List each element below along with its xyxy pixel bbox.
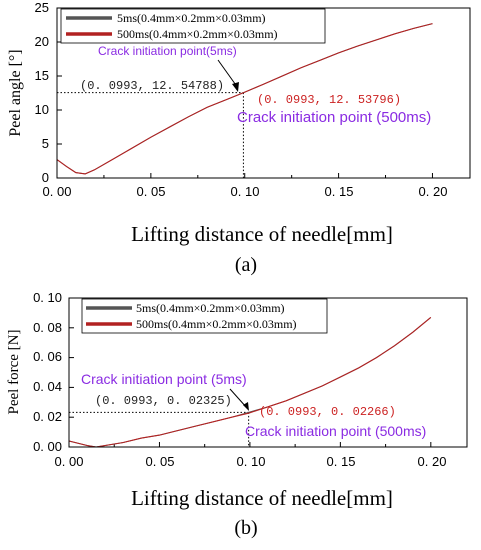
x-tick-label: 0. 15 bbox=[327, 454, 356, 469]
panel-b-x-axis-label: Lifting distance of needle[mm] bbox=[131, 486, 393, 510]
panel-b-caption: (b) bbox=[234, 517, 257, 539]
panel-a: 0. 00 0. 05 0. 10 0. 15 0. 20 0 5 10 15 … bbox=[7, 0, 471, 276]
arrow-head bbox=[243, 402, 249, 411]
annotation-coord-5ms: (0. 0993, 0. 02325) bbox=[95, 394, 232, 408]
x-tick-label: 0. 20 bbox=[419, 184, 448, 199]
panel-a-frame bbox=[56, 7, 471, 179]
y-tick-label: 0. 04 bbox=[33, 379, 62, 394]
panel-b-frame bbox=[68, 297, 468, 448]
y-tick-label: 5 bbox=[42, 136, 49, 151]
series-line-500ms bbox=[56, 23, 433, 175]
annotation-crack-5ms: Crack initiation point(5ms) bbox=[98, 44, 237, 58]
y-tick-label: 0. 00 bbox=[33, 439, 62, 454]
panel-b-y-axis-label: Peel force [N] bbox=[6, 330, 22, 415]
x-tick-label: 0. 05 bbox=[137, 184, 166, 199]
panel-a-legend: 5ms(0.4mm×0.2mm×0.03mm) 500ms(0.4mm×0.2m… bbox=[60, 8, 326, 44]
y-tick-label: 0. 08 bbox=[33, 320, 62, 335]
panel-b-legend: 5ms(0.4mm×0.2mm×0.03mm) 500ms(0.4mm×0.2m… bbox=[81, 298, 328, 334]
y-tick-label: 0. 06 bbox=[33, 349, 62, 364]
annotation-coord-500ms: (0. 0993, 0. 02266) bbox=[259, 405, 396, 419]
x-tick-label: 0. 00 bbox=[43, 184, 72, 199]
x-tick-label: 0. 00 bbox=[55, 454, 84, 469]
y-tick-label: 10 bbox=[35, 102, 49, 117]
panel-a-caption: (a) bbox=[235, 254, 257, 276]
y-tick-label: 20 bbox=[35, 34, 49, 49]
x-tick-label: 0. 10 bbox=[231, 184, 260, 199]
annotation-crack-500ms: Crack initiation point (500ms) bbox=[237, 109, 431, 126]
arrow-head bbox=[232, 82, 239, 92]
y-tick-label: 0 bbox=[42, 170, 49, 185]
panel-a-x-axis-label: Lifting distance of needle[mm] bbox=[131, 222, 393, 246]
annotation-crack-5ms: Crack initiation point (5ms) bbox=[81, 371, 247, 387]
panel-b-x-ticks: 0. 00 0. 05 0. 10 0. 15 0. 20 bbox=[55, 454, 447, 469]
y-tick-label: 0. 02 bbox=[33, 409, 62, 424]
x-tick-label: 0. 20 bbox=[418, 454, 447, 469]
panel-a-y-axis-label: Peel angle [°] bbox=[7, 49, 24, 136]
panel-a-y-ticks: 0 5 10 15 20 25 bbox=[35, 0, 49, 185]
y-tick-label: 25 bbox=[35, 0, 49, 15]
annotation-coord-500ms: (0. 0993, 12. 53796) bbox=[257, 93, 401, 107]
legend-label-5ms: 5ms(0.4mm×0.2mm×0.03mm) bbox=[136, 301, 285, 315]
annotation-arrow bbox=[229, 388, 249, 411]
y-tick-label: 15 bbox=[35, 68, 49, 83]
legend-box bbox=[81, 298, 328, 334]
legend-label-500ms: 500ms(0.4mm×0.2mm×0.03mm) bbox=[117, 27, 278, 41]
x-tick-label: 0. 10 bbox=[237, 454, 266, 469]
panel-a-x-ticks: 0. 00 0. 05 0. 10 0. 15 0. 20 bbox=[43, 184, 448, 199]
annotation-arrow bbox=[217, 59, 239, 92]
legend-box bbox=[60, 8, 326, 44]
x-tick-label: 0. 15 bbox=[325, 184, 354, 199]
x-tick-label: 0. 05 bbox=[146, 454, 175, 469]
annotation-crack-500ms: Crack initiation point (500ms) bbox=[245, 423, 426, 439]
legend-label-5ms: 5ms(0.4mm×0.2mm×0.03mm) bbox=[117, 11, 266, 25]
series-line-500ms bbox=[68, 316, 432, 448]
panel-b-y-ticks: 0. 00 0. 02 0. 04 0. 06 0. 08 0. 10 bbox=[33, 290, 62, 454]
annotation-coord-5ms: (0. 0993, 12. 54788) bbox=[80, 79, 224, 93]
y-tick-label: 0. 10 bbox=[33, 290, 62, 305]
legend-label-500ms: 500ms(0.4mm×0.2mm×0.03mm) bbox=[136, 317, 297, 331]
panel-b: 0. 00 0. 05 0. 10 0. 15 0. 20 0. 00 0. 0… bbox=[6, 290, 468, 539]
